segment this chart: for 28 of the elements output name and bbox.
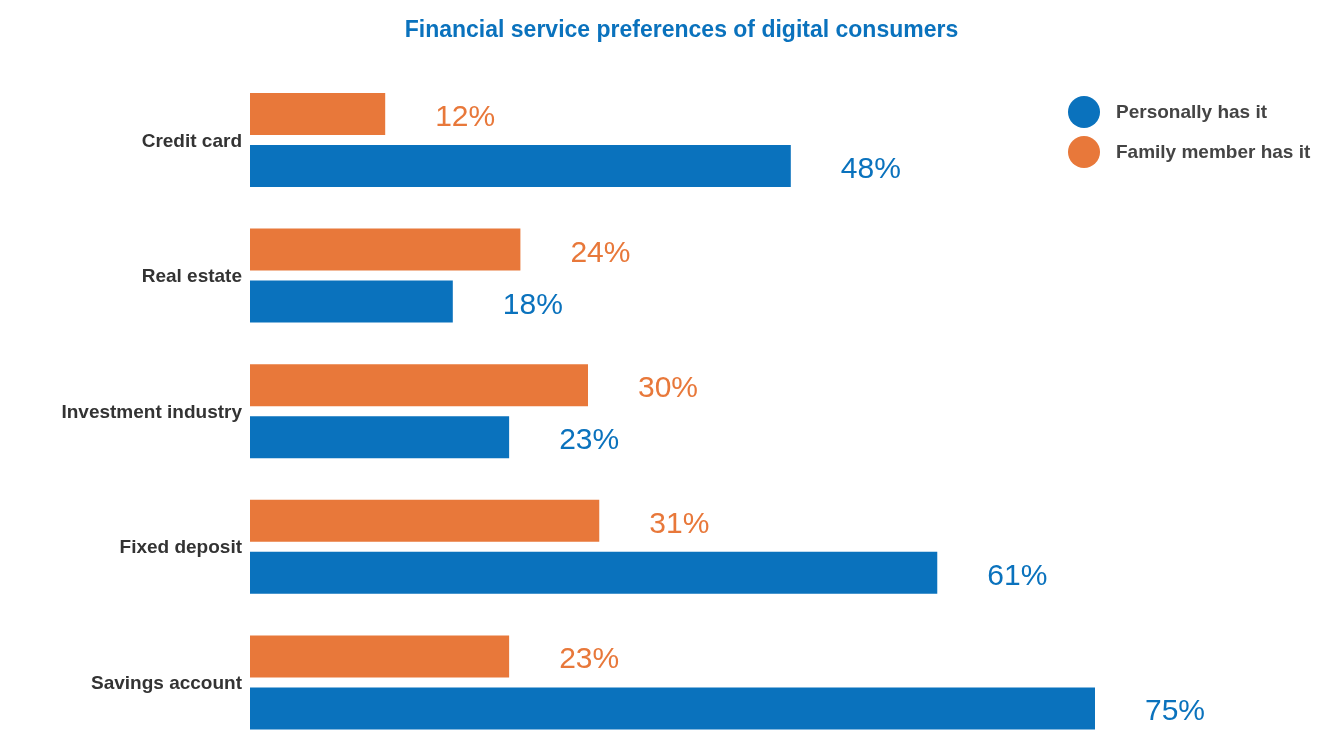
y-tick-label: Real estate — [141, 265, 242, 287]
data-label: 24% — [570, 234, 631, 268]
legend-label: Personally has it — [1116, 101, 1268, 123]
data-label: 23% — [559, 641, 620, 675]
y-tick-label: Savings account — [91, 671, 243, 693]
bar — [250, 416, 510, 459]
bar — [250, 228, 521, 271]
y-tick-label: Credit card — [141, 129, 242, 151]
bar — [250, 364, 588, 407]
data-label: 31% — [649, 505, 710, 539]
data-label: 18% — [502, 286, 563, 320]
data-label: 61% — [987, 557, 1048, 591]
bar — [250, 499, 600, 542]
data-label: 23% — [559, 422, 620, 456]
chart-title: Financial service preferences of digital consumers — [403, 15, 960, 44]
y-tick-label: Investment industry — [61, 400, 243, 422]
bar — [250, 145, 791, 187]
legend-label: Family member has it — [1116, 141, 1311, 163]
bar — [250, 551, 938, 594]
bar — [250, 93, 386, 135]
data-label: 48% — [840, 151, 901, 184]
y-tick-label: Fixed deposit — [119, 536, 243, 558]
bar — [250, 635, 510, 678]
bar — [250, 280, 453, 323]
data-label: 12% — [435, 99, 496, 132]
data-label: 30% — [638, 370, 699, 404]
data-label: 75% — [1145, 693, 1206, 727]
bar — [250, 687, 1095, 730]
